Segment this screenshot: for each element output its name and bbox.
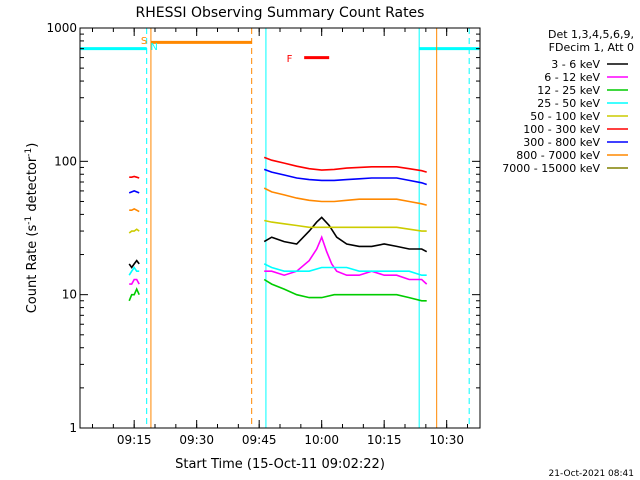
legend-header-line: FDecim 1, Att 0	[549, 41, 634, 54]
x-tick-label: 10:00	[304, 433, 339, 447]
series-line-7	[129, 207, 140, 213]
series-line-0	[128, 259, 140, 269]
chart-title: RHESSI Observing Summary Count Rates	[136, 5, 425, 21]
timestamp: 21-Oct-2021 08:41	[549, 469, 634, 479]
series-line-5	[129, 175, 140, 179]
y-tick-label: 1000	[46, 21, 77, 35]
x-tick-label: 10:15	[367, 433, 402, 447]
legend-entry-label: 50 - 100 keV	[530, 110, 600, 123]
y-axis-label: Count Rate (s-1 detector-1)	[24, 143, 40, 314]
legend-entry-label: 3 - 6 keV	[551, 58, 600, 71]
x-tick-label: 10:30	[429, 433, 464, 447]
legend-header-line: Det 1,3,4,5,6,9,	[548, 28, 634, 41]
y-tick-label: 1	[69, 421, 77, 435]
x-tick-label: 09:30	[179, 433, 214, 447]
flag-label-f: F	[287, 54, 293, 65]
series-line-3	[263, 263, 427, 277]
series-line-0	[263, 216, 428, 253]
plot-series	[128, 156, 428, 302]
x-tick-label: 09:15	[117, 433, 152, 447]
flag-label-s: S	[141, 36, 147, 47]
series-line-1	[129, 278, 140, 285]
legend-entry-label: 800 - 7000 keV	[516, 149, 600, 162]
series-line-2	[263, 278, 427, 302]
series-line-5	[263, 156, 427, 173]
legend-entry-label: 12 - 25 keV	[537, 84, 600, 97]
legend-entry-label: 300 - 800 keV	[523, 136, 600, 149]
series-line-6	[128, 190, 140, 194]
axis-ticks: 09:15 09:30 09:45 10:00 10:15 10:30 1 10 100 1000	[46, 21, 480, 447]
series-line-6	[263, 168, 427, 186]
series-line-7	[263, 187, 427, 206]
x-tick-label: 09:45	[242, 433, 277, 447]
legend-entry-label: 25 - 50 keV	[537, 97, 600, 110]
series-line-3	[128, 266, 140, 276]
x-axis-label: Start Time (15-Oct-11 09:02:22)	[175, 457, 385, 472]
series-line-4	[264, 219, 427, 232]
series-line-2	[128, 287, 140, 302]
legend-entry-label: 100 - 300 keV	[523, 123, 600, 136]
y-tick-label: 100	[54, 154, 77, 168]
legend: Det 1,3,4,5,6,9,FDecim 1, Att 0 3 - 6 keV…	[502, 28, 634, 175]
y-tick-label: 10	[62, 288, 77, 302]
plot-overlays: SN F	[79, 28, 480, 428]
legend-entry-label: 6 - 12 keV	[544, 71, 600, 84]
legend-entry-label: 7000 - 15000 keV	[502, 162, 600, 175]
series-line-4	[128, 228, 140, 234]
flag-label-n: N	[150, 42, 157, 53]
